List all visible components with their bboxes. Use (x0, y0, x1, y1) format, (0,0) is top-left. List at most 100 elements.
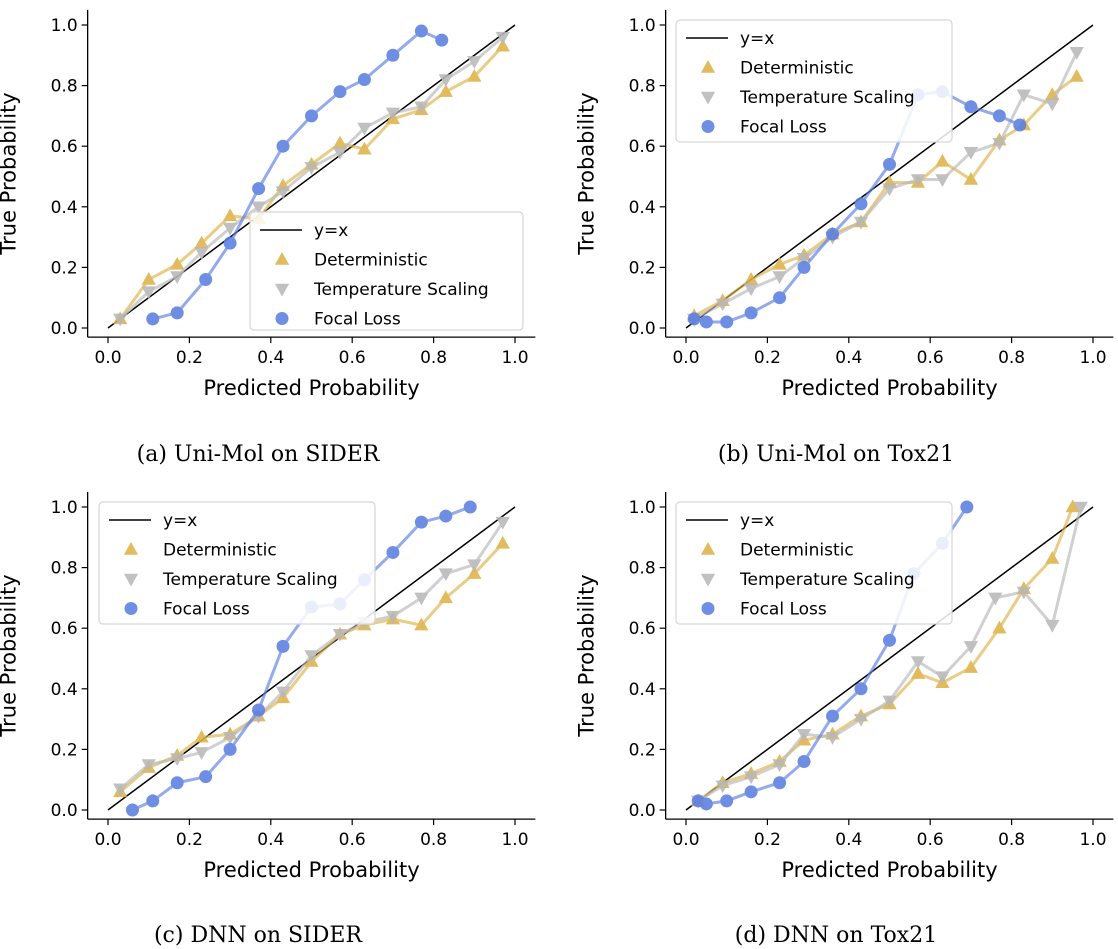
legend-label: Deterministic (740, 541, 854, 561)
data-point-focal-loss (826, 227, 840, 241)
data-point-temperature-scaling (357, 122, 372, 136)
data-point-temperature-scaling (332, 147, 348, 160)
panel-caption: (a) Uni-Mol on SIDER (137, 442, 381, 467)
data-point-focal-loss (146, 794, 160, 808)
y-tick-label: 0.4 (629, 680, 656, 700)
data-point-deterministic (992, 620, 1007, 634)
x-tick-label: 0.8 (998, 830, 1025, 850)
y-tick-label: 0.6 (629, 619, 656, 639)
x-axis-label: Predicted Probability (203, 376, 419, 400)
data-point-deterministic (910, 666, 926, 679)
legend-swatch-deterministic (700, 542, 716, 555)
data-point-temperature-scaling (141, 286, 156, 300)
y-tick-label: 0.0 (51, 801, 78, 821)
data-point-focal-loss (439, 509, 453, 523)
data-point-deterministic (743, 272, 759, 285)
x-tick-label: 0.0 (94, 348, 121, 368)
data-point-temperature-scaling (1073, 501, 1088, 515)
y-axis-label: True Probability (575, 574, 599, 737)
data-point-deterministic (141, 272, 156, 285)
legend-label: Focal Loss (163, 600, 250, 620)
data-point-temperature-scaling (910, 174, 926, 188)
y-tick-label: 0.8 (51, 77, 78, 97)
y-tick-label: 0.2 (629, 740, 656, 760)
data-point-focal-loss (992, 109, 1006, 123)
panel-caption: (d) DNN on Tox21 (735, 923, 937, 948)
series-line-identity (685, 506, 1094, 811)
series-focal-loss (146, 24, 449, 326)
data-point-deterministic (414, 617, 429, 631)
data-point-temperature-scaling (251, 201, 266, 215)
data-point-temperature-scaling (1069, 47, 1084, 60)
legend-swatch-temperature-scaling (700, 573, 716, 587)
data-point-focal-loss (386, 545, 400, 559)
legend-box (98, 501, 376, 625)
legend: y=x Deterministic Temperature Scaling Focal… (249, 211, 524, 331)
x-tick-label: 0.2 (754, 830, 781, 850)
data-point-temperature-scaling (963, 641, 979, 654)
legend: y=x Deterministic Temperature Scaling Focal… (675, 19, 953, 143)
data-point-deterministic (935, 153, 950, 167)
series-focal-loss (691, 500, 974, 811)
data-point-temperature-scaling (772, 759, 787, 773)
legend-swatch-temperature-scaling (123, 573, 139, 587)
data-point-focal-loss (386, 48, 400, 62)
data-point-focal-loss (414, 515, 428, 529)
y-tick-label: 0.8 (629, 559, 656, 579)
data-point-temperature-scaling (194, 747, 209, 760)
data-point-temperature-scaling (743, 771, 759, 785)
data-point-deterministic (467, 566, 482, 579)
data-point-focal-loss (797, 260, 811, 274)
data-point-deterministic (438, 84, 453, 97)
x-tick-label: 0.6 (917, 348, 944, 368)
legend-marker (700, 60, 716, 73)
data-point-temperature-scaling (113, 783, 128, 797)
y-tick-label: 1.0 (51, 16, 78, 36)
data-point-temperature-scaling (772, 271, 787, 284)
series-temperature-scaling (113, 31, 510, 327)
legend-label: y=x (163, 511, 197, 531)
y-axis-label: True Probability (0, 92, 21, 255)
legend-marker (124, 602, 138, 615)
x-tick-label: 0.0 (672, 830, 699, 850)
legend-marker (700, 91, 716, 105)
data-point-deterministic (194, 729, 209, 743)
data-point-deterministic (357, 141, 372, 155)
panel-caption: (b) Uni-Mol on Tox21 (718, 442, 954, 467)
x-tick-label: 0.4 (257, 348, 284, 368)
legend-swatch-temperature-scaling (274, 283, 290, 297)
data-point-temperature-scaling (495, 516, 510, 530)
y-tick-label: 0.6 (629, 137, 656, 157)
data-point-temperature-scaling (853, 713, 869, 727)
legend-label: y=x (314, 221, 348, 241)
data-point-temperature-scaling (275, 686, 291, 700)
legend-swatch-temperature-scaling (700, 91, 716, 105)
legend-box (675, 501, 953, 625)
data-point-focal-loss (223, 236, 237, 250)
legend-label: Deterministic (740, 59, 854, 79)
legend-swatch-deterministic (123, 542, 139, 555)
data-point-focal-loss (170, 306, 184, 320)
data-point-focal-loss (223, 742, 237, 756)
x-tick-label: 0.4 (835, 348, 862, 368)
legend-label: Focal Loss (314, 310, 401, 330)
legend-marker (700, 542, 716, 555)
data-point-focal-loss (720, 315, 734, 329)
data-point-focal-loss (414, 24, 428, 38)
data-point-focal-loss (826, 709, 840, 723)
x-tick-label: 1.0 (501, 830, 528, 850)
chart-panel-0: 0.0 0.2 0.4 0.6 0.8 1.0 0.0 0.2 0.4 0.6 0.8 1.0 Pred… (0, 9, 536, 467)
y-tick-label: 0.4 (51, 680, 78, 700)
data-point-temperature-scaling (385, 610, 401, 624)
data-point-focal-loss (170, 776, 184, 790)
legend-box (249, 211, 524, 331)
x-tick-label: 0.2 (176, 348, 203, 368)
data-point-temperature-scaling (304, 162, 319, 175)
data-point-deterministic (772, 256, 787, 270)
legend-marker (274, 252, 290, 265)
data-point-focal-loss (687, 312, 701, 326)
x-tick-label: 0.4 (835, 830, 862, 850)
data-point-focal-loss (146, 312, 160, 326)
data-point-temperature-scaling (141, 759, 156, 773)
